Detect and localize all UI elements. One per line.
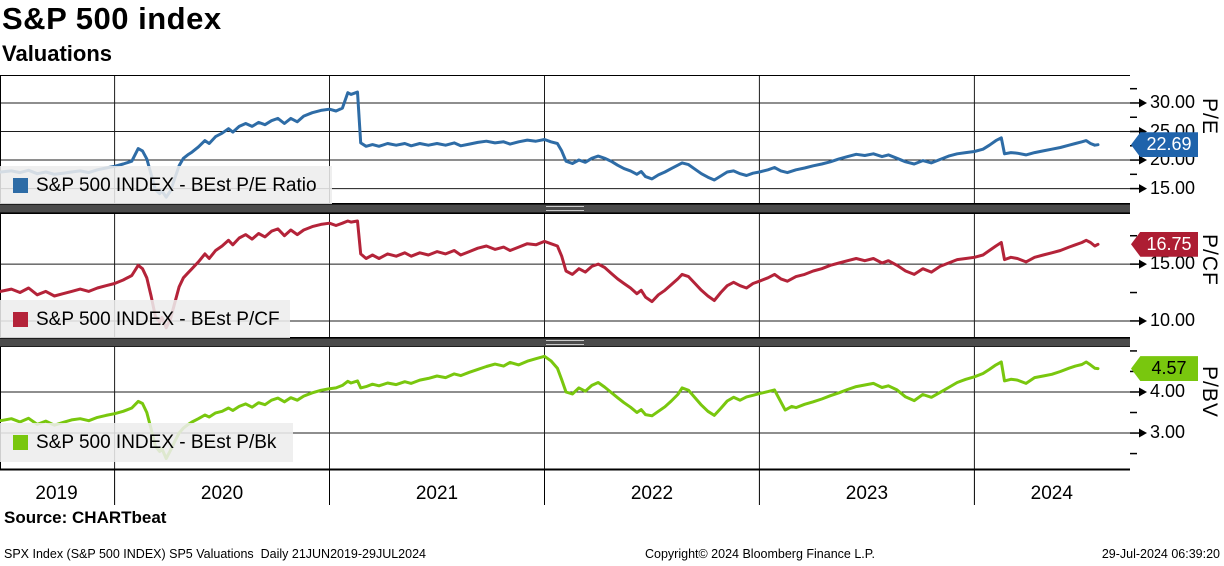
- axis-tick-arrow-icon: [1139, 387, 1147, 397]
- page-subtitle: Valuations: [2, 41, 113, 66]
- legend-label: S&P 500 INDEX - BEst P/CF: [36, 308, 280, 330]
- legend-swatch-icon: [13, 312, 28, 327]
- splitter-grip-icon: [546, 206, 584, 211]
- y-axis-tick-label: 30.00: [1150, 91, 1196, 112]
- x-axis-year-label: 2023: [845, 483, 889, 504]
- footer-copyright: Copyright© 2024 Bloomberg Finance L.P.: [645, 547, 875, 561]
- legend-label: S&P 500 INDEX - BEst P/E Ratio: [36, 174, 317, 196]
- y-axis-title: P/CF: [1198, 233, 1221, 286]
- legend-label: S&P 500 INDEX - BEst P/Bk: [36, 431, 277, 453]
- last-value-badge-pbv: 4.57: [1131, 356, 1198, 382]
- last-value-badge-pcf: 16.75: [1131, 231, 1198, 257]
- x-axis-year-label: 2024: [1030, 483, 1073, 504]
- axis-tick-arrow-icon: [1139, 259, 1147, 269]
- page-title: S&P 500 index: [2, 1, 222, 36]
- axis-tick-arrow-icon: [1139, 98, 1147, 108]
- legend-swatch-icon: [13, 435, 28, 450]
- legend-pbv[interactable]: S&P 500 INDEX - BEst P/Bk: [0, 423, 293, 462]
- y-axis-tick-label: 15.00: [1150, 177, 1196, 198]
- y-axis-tick-label: 10.00: [1150, 309, 1196, 330]
- legend-swatch-icon: [13, 178, 28, 193]
- x-axis-year-label: 2021: [415, 483, 459, 504]
- legend-pcf[interactable]: S&P 500 INDEX - BEst P/CF: [0, 300, 290, 339]
- y-axis-tick-label: 4.00: [1150, 380, 1186, 401]
- x-axis-year-label: 2022: [630, 483, 674, 504]
- footer-timestamp: 29-Jul-2024 06:39:20: [1101, 547, 1220, 561]
- panel-splitter[interactable]: [0, 204, 1130, 213]
- axis-tick-arrow-icon: [1139, 428, 1147, 438]
- y-axis-tick-label: 15.00: [1150, 253, 1196, 274]
- y-axis-tick-label: 3.00: [1150, 422, 1186, 443]
- splitter-grip-icon: [546, 340, 584, 345]
- y-axis-title: P/E: [1198, 97, 1221, 135]
- panel-splitter[interactable]: [0, 338, 1130, 347]
- legend-pe[interactable]: S&P 500 INDEX - BEst P/E Ratio: [0, 166, 332, 205]
- series-line-pcf: [0, 219, 1100, 330]
- axis-tick-arrow-icon: [1139, 155, 1147, 165]
- x-axis-year-label: 2020: [200, 483, 244, 504]
- footer-meta: SPX Index (S&P 500 INDEX) SP5 Valuations…: [4, 547, 426, 561]
- axis-tick-arrow-icon: [1139, 184, 1147, 194]
- series-line-pe: [0, 90, 1100, 199]
- source-label: Source: CHARTbeat: [4, 508, 167, 527]
- footer-bar: SPX Index (S&P 500 INDEX) SP5 Valuations…: [4, 547, 1220, 563]
- axis-tick-arrow-icon: [1139, 316, 1147, 326]
- x-axis-year-label: 2019: [35, 483, 78, 504]
- y-axis-title: P/BV: [1198, 366, 1221, 418]
- last-value-badge-pe: 22.69: [1131, 132, 1198, 158]
